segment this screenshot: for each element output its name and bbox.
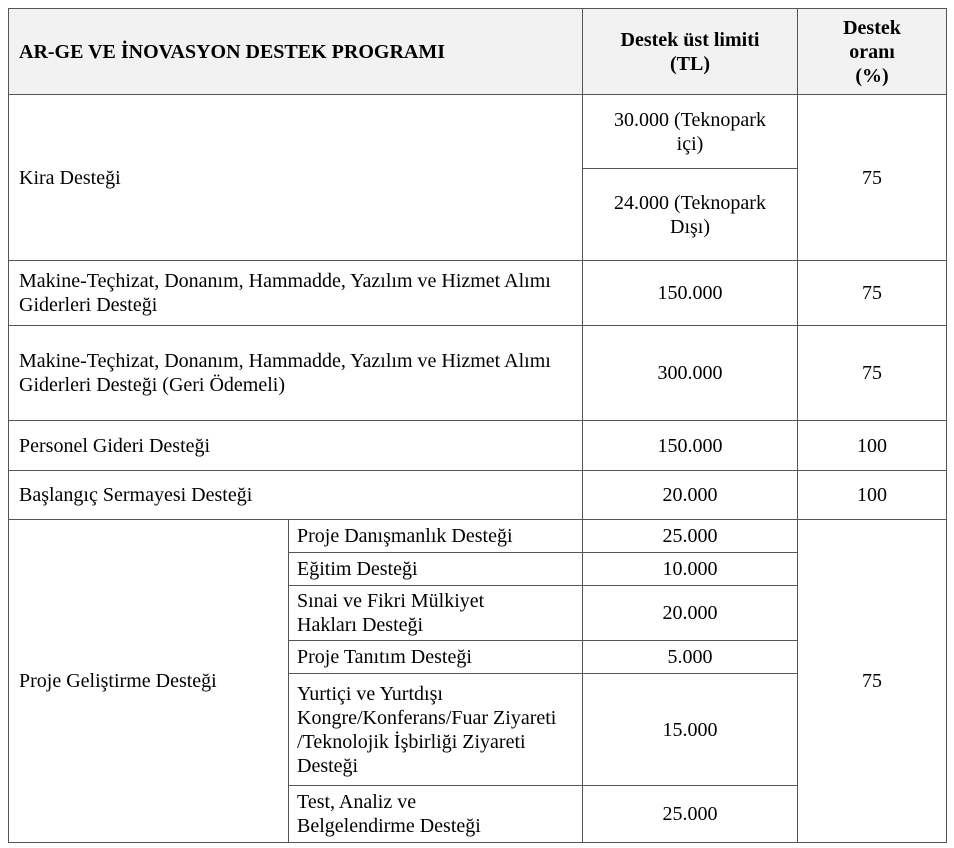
table-row: Makine-Teçhizat, Donanım, Hammadde, Yazı… xyxy=(8,260,947,326)
table-row: Yurtiçi ve Yurtdışı Kongre/Konferans/Fua… xyxy=(9,673,947,786)
rate-cell: 75 xyxy=(797,519,947,843)
table-row: Personel Gideri Desteği 150.000 100 xyxy=(8,420,947,471)
sub-label: Proje Tanıtım Desteği xyxy=(288,640,583,674)
table-row: Proje Geliştirme Desteği Proje Danışmanl… xyxy=(8,519,947,843)
rate-cell: 75 xyxy=(797,325,947,421)
header-program: AR-GE VE İNOVASYON DESTEK PROGRAMI xyxy=(8,8,583,95)
limit-cell: 30.000 (Teknopark içi) xyxy=(582,94,798,169)
table-row: Test, Analiz ve Belgelendirme Desteği 25… xyxy=(9,785,947,843)
limit-cell: 25.000 xyxy=(582,785,798,843)
limit-cell: 24.000 (Teknopark Dışı) xyxy=(582,168,798,261)
support-program-table: AR-GE VE İNOVASYON DESTEK PROGRAMI Deste… xyxy=(8,8,947,843)
limit-cell: 150.000 xyxy=(582,420,798,471)
table-row: 24.000 (Teknopark Dışı) xyxy=(9,168,947,261)
header-row: AR-GE VE İNOVASYON DESTEK PROGRAMI Deste… xyxy=(8,8,947,95)
limit-cell: 300.000 xyxy=(582,325,798,421)
limit-cell: 20.000 xyxy=(582,585,798,641)
limit-cell: 10.000 xyxy=(582,552,798,586)
limit-cell: 150.000 xyxy=(582,260,798,326)
rate-cell: 100 xyxy=(797,420,947,471)
row-label: Makine-Teçhizat, Donanım, Hammadde, Yazı… xyxy=(8,325,583,421)
row-label: Başlangıç Sermayesi Desteği xyxy=(8,470,583,520)
header-limit: Destek üst limiti (TL) xyxy=(582,8,798,95)
row-label: Personel Gideri Desteği xyxy=(8,420,583,471)
table-row: Kira Desteği 30.000 (Teknopark içi) 75 xyxy=(8,94,947,261)
sub-label: Eğitim Desteği xyxy=(288,552,583,586)
rate-cell: 100 xyxy=(797,470,947,520)
limit-cell: 25.000 xyxy=(582,519,798,553)
sub-label: Yurtiçi ve Yurtdışı Kongre/Konferans/Fua… xyxy=(288,673,583,786)
header-rate: Destek oranı (%) xyxy=(797,8,947,95)
table-row: Proje Tanıtım Desteği 5.000 xyxy=(9,640,947,674)
row-label: Makine-Teçhizat, Donanım, Hammadde, Yazı… xyxy=(8,260,583,326)
limit-cell: 5.000 xyxy=(582,640,798,674)
rate-cell: 75 xyxy=(797,260,947,326)
rate-cell: 75 xyxy=(797,94,947,261)
sub-label: Test, Analiz ve Belgelendirme Desteği xyxy=(288,785,583,843)
sub-label: Sınai ve Fikri Mülkiyet Hakları Desteği xyxy=(288,585,583,641)
table-row: Eğitim Desteği 10.000 xyxy=(9,552,947,586)
table-row: Sınai ve Fikri Mülkiyet Hakları Desteği … xyxy=(9,585,947,641)
row-label: Proje Geliştirme Desteği xyxy=(8,519,289,843)
limit-cell: 20.000 xyxy=(582,470,798,520)
table-row: Başlangıç Sermayesi Desteği 20.000 100 xyxy=(8,470,947,520)
sub-label: Proje Danışmanlık Desteği xyxy=(288,519,583,553)
table-row: Makine-Teçhizat, Donanım, Hammadde, Yazı… xyxy=(8,325,947,421)
limit-cell: 15.000 xyxy=(582,673,798,786)
row-label: Kira Desteği xyxy=(8,94,583,261)
